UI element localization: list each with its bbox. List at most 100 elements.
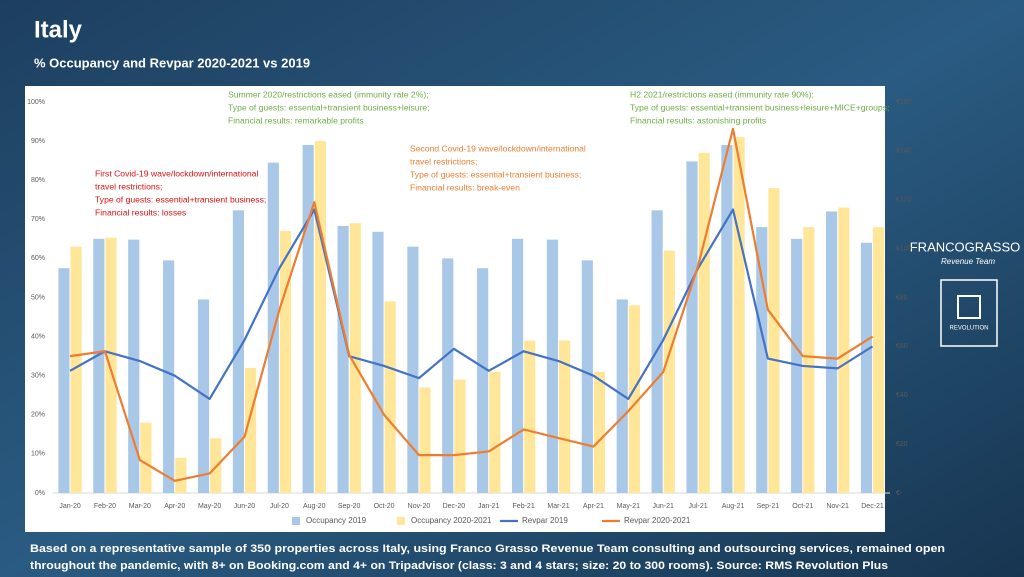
bar [825,211,838,494]
logo-tagline: Revenue Team [941,257,995,266]
x-tick-label: Sep-21 [757,503,780,510]
bar [372,231,384,493]
annotation: Summer 2020/restrictions eased (immunity… [228,89,429,99]
annotation: First Covid-19 wave/lockdown/internation… [95,168,258,178]
bar [105,237,117,493]
bar [314,141,326,493]
bar [559,340,571,493]
annotation: Financial results: astonishing profits [630,115,766,125]
y2-tick-label: €100 [896,245,912,252]
x-tick-label: Jul-21 [689,503,708,510]
x-tick-label: Mar-21 [547,503,569,510]
bar [628,305,640,493]
legend-label: Revpar 2020-2021 [624,516,691,525]
annotation: travel restrictions; [95,181,162,191]
bar [163,260,175,493]
bar [407,246,419,493]
bar [128,239,140,493]
logo-brand: FRANCOGRASSO [910,239,1021,254]
y2-tick-label: €60 [896,343,908,350]
y-tick-label: 90% [31,138,45,145]
slide-subtitle: % Occupancy and Revpar 2020-2021 vs 2019 [34,55,310,70]
bar [546,239,559,493]
bar [477,268,489,493]
annotation: Financial results: break-even [410,182,520,192]
y-tick-label: 30% [31,373,45,380]
bar [581,260,593,493]
bar [721,145,733,493]
bar [686,161,698,493]
bar [140,422,152,493]
x-tick-label: Jan-21 [478,503,500,510]
y-tick-label: 80% [31,177,45,184]
x-tick-label: Aug-20 [303,503,326,510]
line [69,208,874,401]
y2-tick-label: €80 [896,294,908,301]
y-tick-label: 60% [31,255,45,262]
legend-swatch [397,517,405,525]
x-tick-label: Feb-20 [94,503,116,510]
bar [175,457,187,493]
annotation: travel restrictions; [410,156,477,166]
logo-box [940,279,998,347]
bar [511,238,524,493]
bar [337,225,349,493]
y-tick-label: 10% [31,451,45,458]
bar [489,371,501,493]
footer-text: throughout the pandemic, with 8+ on Book… [30,560,888,572]
x-tick-label: Apr-20 [164,503,185,510]
footer-text: Based on a representative sample of 350 … [30,543,945,555]
y-tick-label: 40% [31,333,45,340]
bar [58,268,70,493]
y2-tick-label: €160 [896,99,912,106]
x-tick-label: Oct-21 [792,503,813,510]
bar [302,145,314,493]
annotation: Type of guests: essential+transient busi… [410,169,581,179]
bar [442,258,454,493]
y2-tick-label: €- [896,490,903,497]
bar [197,299,210,493]
bar [873,227,885,493]
legend-swatch [292,517,300,525]
y-tick-label: 50% [31,294,45,301]
y2-tick-label: €120 [896,197,912,204]
bar [803,227,815,493]
y2-tick-label: €20 [896,441,908,448]
bar [663,250,675,493]
y-tick-label: 20% [31,412,45,419]
x-tick-label: Jun-21 [653,503,675,510]
annotation: H2 2021/restrictions eased (immunity rat… [630,89,814,99]
logo-icon [957,295,981,319]
bar [524,340,536,493]
annotation: Second Covid-19 wave/lockdown/internatio… [410,143,586,153]
bar [279,231,292,493]
y2-tick-label: €40 [896,392,908,399]
annotation: Type of guests: essential+transient busi… [228,102,430,112]
bar [616,299,628,493]
y-tick-label: 100% [27,99,45,106]
x-tick-label: Nov-21 [826,503,849,510]
x-tick-label: May-21 [617,503,640,510]
bar [838,207,850,493]
bar [593,371,606,493]
annotation: Type of guests: essential+transient busi… [630,102,889,112]
x-tick-label: Oct-20 [374,503,395,510]
slide-title: Italy [34,16,83,43]
x-tick-label: Dec-21 [861,503,884,510]
x-tick-label: Jun-20 [234,503,256,510]
bar [860,242,873,493]
bar [733,137,745,493]
bar [454,379,466,493]
logo-revolution: REVOLUTION [949,326,988,332]
x-tick-label: Sep-20 [338,503,361,510]
legend-label: Occupancy 2019 [306,516,367,525]
y-tick-label: 70% [31,216,45,223]
x-tick-label: Apr-21 [583,503,604,510]
bar [93,238,105,493]
x-tick-label: Jan-20 [59,503,81,510]
x-tick-label: Mar-20 [129,503,151,510]
annotation: Financial results: remarkable profits [228,115,364,125]
legend-label: Revpar 2019 [522,516,568,525]
x-tick-label: Dec-20 [443,503,466,510]
